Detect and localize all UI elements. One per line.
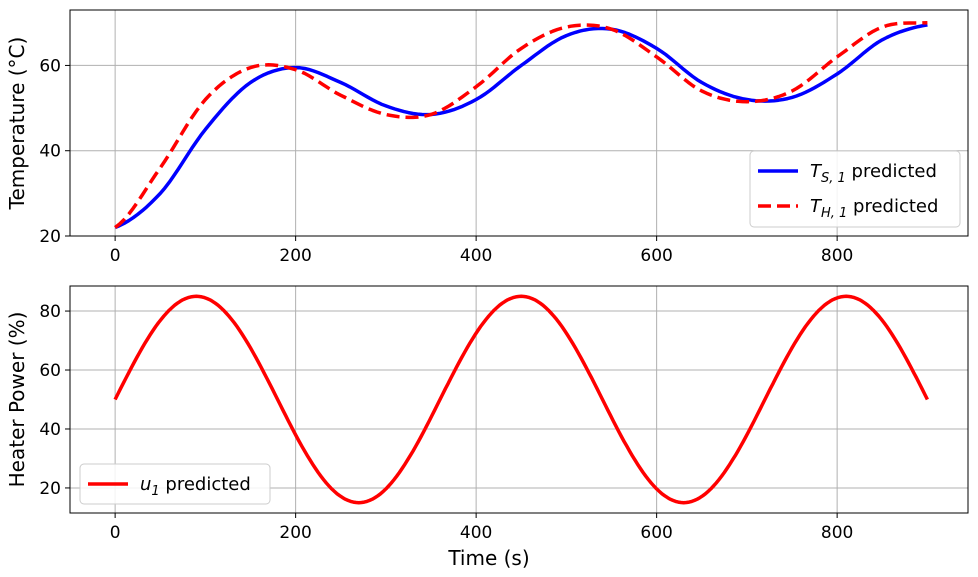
legend-subscript: S, 1 [821, 171, 846, 186]
x-tick-label: 600 [640, 523, 672, 543]
x-tick-label: 0 [110, 246, 121, 266]
legend-entry-label: TH, 1 predicted [810, 196, 938, 221]
legend-entry-label: u1 predicted [140, 474, 251, 499]
legend-box [749, 150, 961, 228]
x-tick-label: 400 [460, 523, 492, 543]
y-tick-label: 60 [39, 361, 61, 381]
y-tick-label: 80 [39, 302, 61, 322]
x-tick-label: 200 [279, 523, 311, 543]
temperature-panel: 0 200 400 600 800 20 40 60 Temperature (°C) TS… [5, 9, 969, 266]
y-tick-label: 20 [39, 227, 61, 247]
legend-subscript: 1 [151, 484, 159, 499]
x-tick-label: 800 [821, 246, 853, 266]
legend-text: predicted [847, 196, 938, 217]
legend-symbol: u [140, 474, 151, 495]
legend-box [79, 463, 271, 505]
temperature-axes-frame [69, 9, 969, 237]
legend-subscript: H, 1 [821, 206, 847, 221]
temperature-y-axis-label: Temperature (°C) [5, 37, 29, 211]
time-x-axis-label: Time (s) [447, 546, 529, 570]
legend-text: predicted [160, 474, 251, 495]
legend-symbol: T [810, 196, 823, 217]
series-line-0 [114, 23, 928, 230]
x-tick-label: 200 [279, 246, 311, 266]
y-tick-label: 40 [39, 142, 61, 162]
heater-power-y-ticks: 20 40 60 80 [39, 302, 70, 499]
series-line-1 [114, 21, 928, 229]
legend-text: predicted [846, 161, 937, 182]
series-line-0 [113, 294, 929, 505]
y-tick-label: 20 [39, 479, 61, 499]
x-tick-label: 800 [821, 523, 853, 543]
heater-power-x-ticks: 0 200 400 600 800 [110, 513, 853, 543]
y-tick-label: 60 [39, 56, 61, 76]
temperature-series [114, 21, 928, 230]
heater-power-y-axis-label: Heater Power (%) [5, 312, 29, 488]
temperature-x-ticks: 0 200 400 600 800 [110, 236, 853, 266]
x-tick-label: 600 [640, 246, 672, 266]
heater-power-legend: u1 predicted [79, 463, 271, 505]
legend-symbol: T [810, 161, 823, 182]
legend-entry-label: TS, 1 predicted [810, 161, 937, 186]
x-tick-label: 0 [110, 523, 121, 543]
y-tick-label: 40 [39, 420, 61, 440]
heater-power-axes-frame [69, 285, 969, 514]
heater-power-series [113, 294, 929, 505]
x-tick-label: 400 [460, 246, 492, 266]
temperature-y-ticks: 20 40 60 [39, 56, 70, 247]
